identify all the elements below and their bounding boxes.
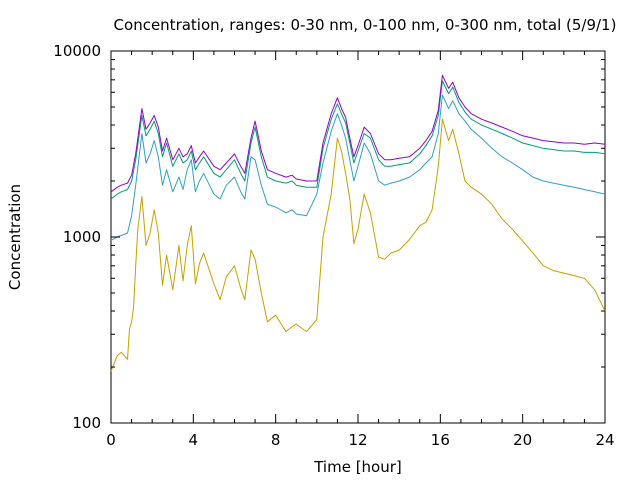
x-tick-label: 12 (348, 431, 367, 449)
y-tick-label: 1000 (63, 228, 101, 246)
y-axis-label: Concentration (6, 184, 24, 290)
series-layer (110, 74, 606, 372)
x-axis: 0 4 8 12 16 20 24 (106, 51, 615, 449)
y-tick-label: 100 (72, 414, 101, 432)
series-line-2 (110, 94, 606, 241)
chart-title: Concentration, ranges: 0-30 nm, 0-100 nm… (114, 16, 617, 34)
x-tick-label: 16 (431, 431, 450, 449)
x-axis-label: Time [hour] (313, 458, 402, 476)
y-tick-label: 10000 (53, 42, 101, 60)
series-line-4 (110, 74, 606, 193)
x-tick-label: 0 (106, 431, 116, 449)
series-line-3 (110, 80, 606, 200)
plot-frame (110, 50, 606, 424)
y-axis: 100 1000 10000 (53, 42, 605, 432)
x-tick-label: 20 (513, 431, 532, 449)
series-line-1 (110, 118, 606, 372)
x-tick-label: 24 (595, 431, 614, 449)
x-tick-label: 4 (189, 431, 199, 449)
x-tick-label: 8 (271, 431, 281, 449)
